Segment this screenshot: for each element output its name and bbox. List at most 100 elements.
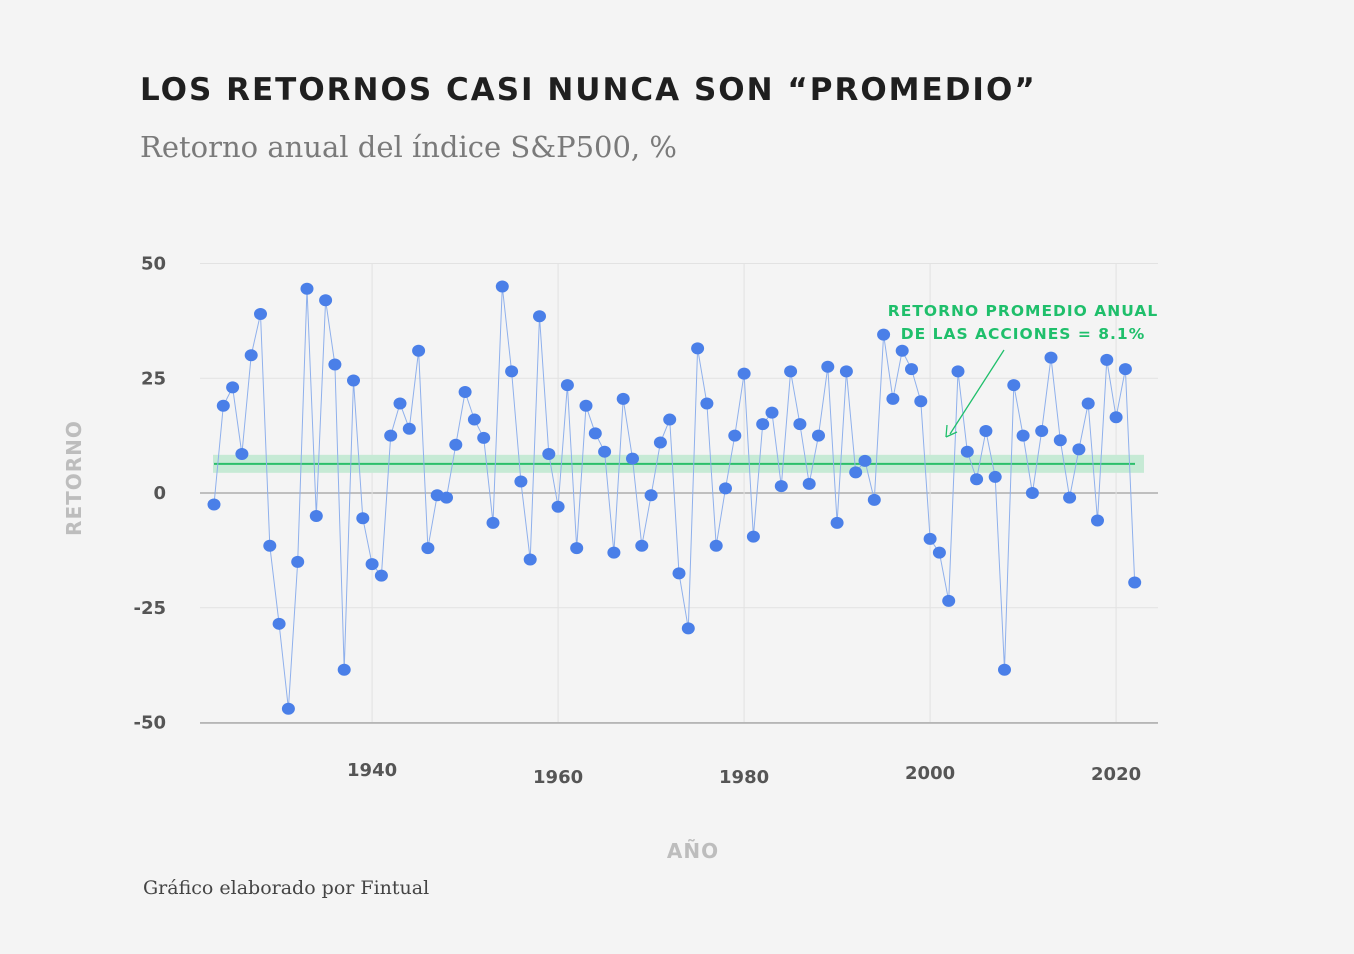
data-point — [635, 539, 649, 552]
annotation-arrow — [945, 349, 1005, 438]
x-tick-labels: 1940 1960 1980 2000 2020 — [347, 760, 1141, 788]
data-point — [756, 418, 770, 431]
data-point — [1044, 351, 1058, 364]
data-point — [374, 569, 388, 582]
data-point — [607, 546, 621, 559]
data-point — [1109, 411, 1123, 424]
data-point — [719, 482, 732, 495]
data-point — [440, 491, 453, 504]
data-point — [998, 663, 1011, 676]
data-point — [588, 427, 602, 440]
y-tick-label: -25 — [133, 598, 166, 619]
data-point — [774, 480, 788, 493]
data-point — [533, 310, 546, 323]
data-point — [700, 397, 714, 410]
data-point — [905, 363, 918, 376]
data-point — [226, 381, 240, 394]
y-tick-label: 25 — [141, 368, 166, 389]
data-point — [895, 344, 909, 357]
data-point — [886, 392, 900, 405]
data-point — [551, 500, 565, 513]
data-point — [839, 365, 853, 378]
data-point — [1091, 514, 1104, 527]
data-point — [393, 397, 407, 410]
data-point — [765, 406, 779, 419]
data-point — [1025, 487, 1039, 499]
chart-subtitle: Retorno anual del índice S&P500, % — [140, 130, 677, 164]
data-point — [505, 365, 519, 378]
y-axis-title: RETORNO — [62, 420, 86, 536]
data-point — [867, 493, 881, 506]
data-point — [421, 542, 435, 555]
data-point — [207, 498, 221, 511]
data-point — [821, 360, 835, 373]
data-point — [542, 447, 556, 460]
y-tick-label: -50 — [133, 713, 166, 734]
y-tick-label: 50 — [141, 254, 166, 275]
data-point — [988, 470, 1002, 483]
data-point — [365, 558, 379, 571]
data-point — [942, 594, 956, 607]
data-point — [979, 425, 993, 438]
data-point — [951, 365, 965, 378]
data-point — [1035, 425, 1049, 438]
data-point — [244, 349, 258, 362]
data-point — [458, 386, 472, 399]
x-tick-label: 2000 — [905, 763, 955, 784]
data-point — [1118, 363, 1132, 376]
data-point — [932, 546, 946, 559]
data-point — [449, 438, 463, 451]
x-tick-label: 1960 — [533, 767, 583, 788]
data-point — [402, 422, 416, 435]
data-point — [970, 473, 984, 486]
y-tick-labels: 50 25 0 -25 -50 — [133, 254, 166, 734]
data-point — [1007, 379, 1021, 392]
data-point — [746, 530, 760, 543]
data-point — [663, 413, 677, 426]
data-point — [1081, 397, 1095, 410]
chart-title: LOS RETORNOS CASI NUNCA SON “PROMEDIO” — [140, 72, 1037, 108]
data-point — [626, 452, 639, 465]
data-point — [653, 436, 667, 449]
data-point — [681, 622, 695, 635]
data-point — [319, 294, 333, 307]
data-point — [254, 307, 267, 320]
data-point — [337, 663, 351, 676]
data-point — [830, 516, 844, 529]
data-point — [672, 567, 686, 580]
data-point — [467, 413, 481, 426]
data-point — [784, 365, 798, 378]
data-point — [281, 702, 295, 715]
x-tick-label: 1940 — [347, 760, 397, 781]
data-point — [570, 542, 584, 555]
data-point — [347, 374, 360, 387]
data-point — [598, 445, 612, 458]
data-point — [263, 539, 277, 552]
data-point — [560, 379, 574, 392]
data-point — [923, 532, 937, 545]
data-point — [523, 553, 537, 566]
annotation-line-1: RETORNO PROMEDIO ANUAL — [888, 302, 1158, 320]
data-point — [477, 431, 491, 444]
data-point — [877, 328, 891, 341]
data-point — [514, 475, 528, 488]
data-point — [272, 617, 286, 630]
data-point — [300, 282, 314, 295]
data-point — [1063, 491, 1077, 504]
data-point — [495, 280, 509, 293]
data-point — [802, 477, 816, 490]
average-band — [213, 454, 1144, 473]
data-point — [1072, 443, 1086, 456]
data-point — [616, 392, 630, 405]
data-point — [1128, 576, 1142, 589]
data-point — [235, 447, 249, 460]
data-point — [858, 454, 872, 467]
data-point — [579, 399, 593, 412]
annotation-line-2: DE LAS ACCIONES = 8.1% — [901, 325, 1145, 343]
data-point — [728, 429, 742, 442]
data-point — [709, 539, 723, 552]
data-point — [384, 429, 398, 442]
data-points — [207, 280, 1142, 715]
data-point — [1053, 434, 1067, 447]
